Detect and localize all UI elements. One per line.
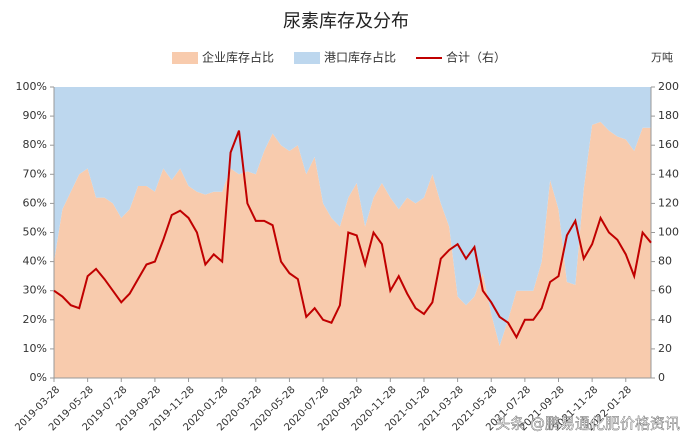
y2-tick-label: 140 [658, 167, 679, 180]
y-tick-label: 20% [23, 313, 47, 326]
area [54, 121, 651, 379]
y2-tick-label: 100 [658, 226, 679, 239]
y2-unit: 万吨 [651, 51, 673, 64]
y-tick-label: 60% [23, 196, 47, 209]
y2-tick-label: 60 [658, 284, 672, 297]
y-tick-label: 50% [23, 226, 47, 239]
y2-tick-label: 180 [658, 109, 679, 122]
legend-swatch [294, 52, 320, 64]
y-tick-label: 90% [23, 109, 47, 122]
y2-tick-label: 0 [658, 371, 665, 384]
y2-tick-label: 120 [658, 196, 679, 209]
y-tick-label: 30% [23, 284, 47, 297]
y2-tick-label: 40 [658, 313, 672, 326]
y-tick-label: 80% [23, 138, 47, 151]
y-tick-label: 70% [23, 167, 47, 180]
legend-label: 港口库存占比 [324, 50, 396, 65]
legend-label: 合计（右） [446, 50, 506, 65]
y-tick-label: 40% [23, 255, 47, 268]
watermark: 头条 @鹏易通化肥价格资讯 [495, 415, 680, 433]
y-tick-label: 100% [16, 80, 47, 93]
y2-tick-label: 20 [658, 342, 672, 355]
area [54, 87, 651, 346]
legend-label: 企业库存占比 [202, 50, 274, 65]
line [53, 130, 652, 340]
y2-tick-label: 160 [658, 138, 679, 151]
y2-tick-label: 200 [658, 80, 679, 93]
legend-swatch [172, 52, 198, 64]
y-tick-label: 0% [30, 371, 47, 384]
chart-title: 尿素库存及分布 [283, 11, 409, 32]
y-tick-label: 10% [23, 342, 47, 355]
y2-tick-label: 80 [658, 255, 672, 268]
